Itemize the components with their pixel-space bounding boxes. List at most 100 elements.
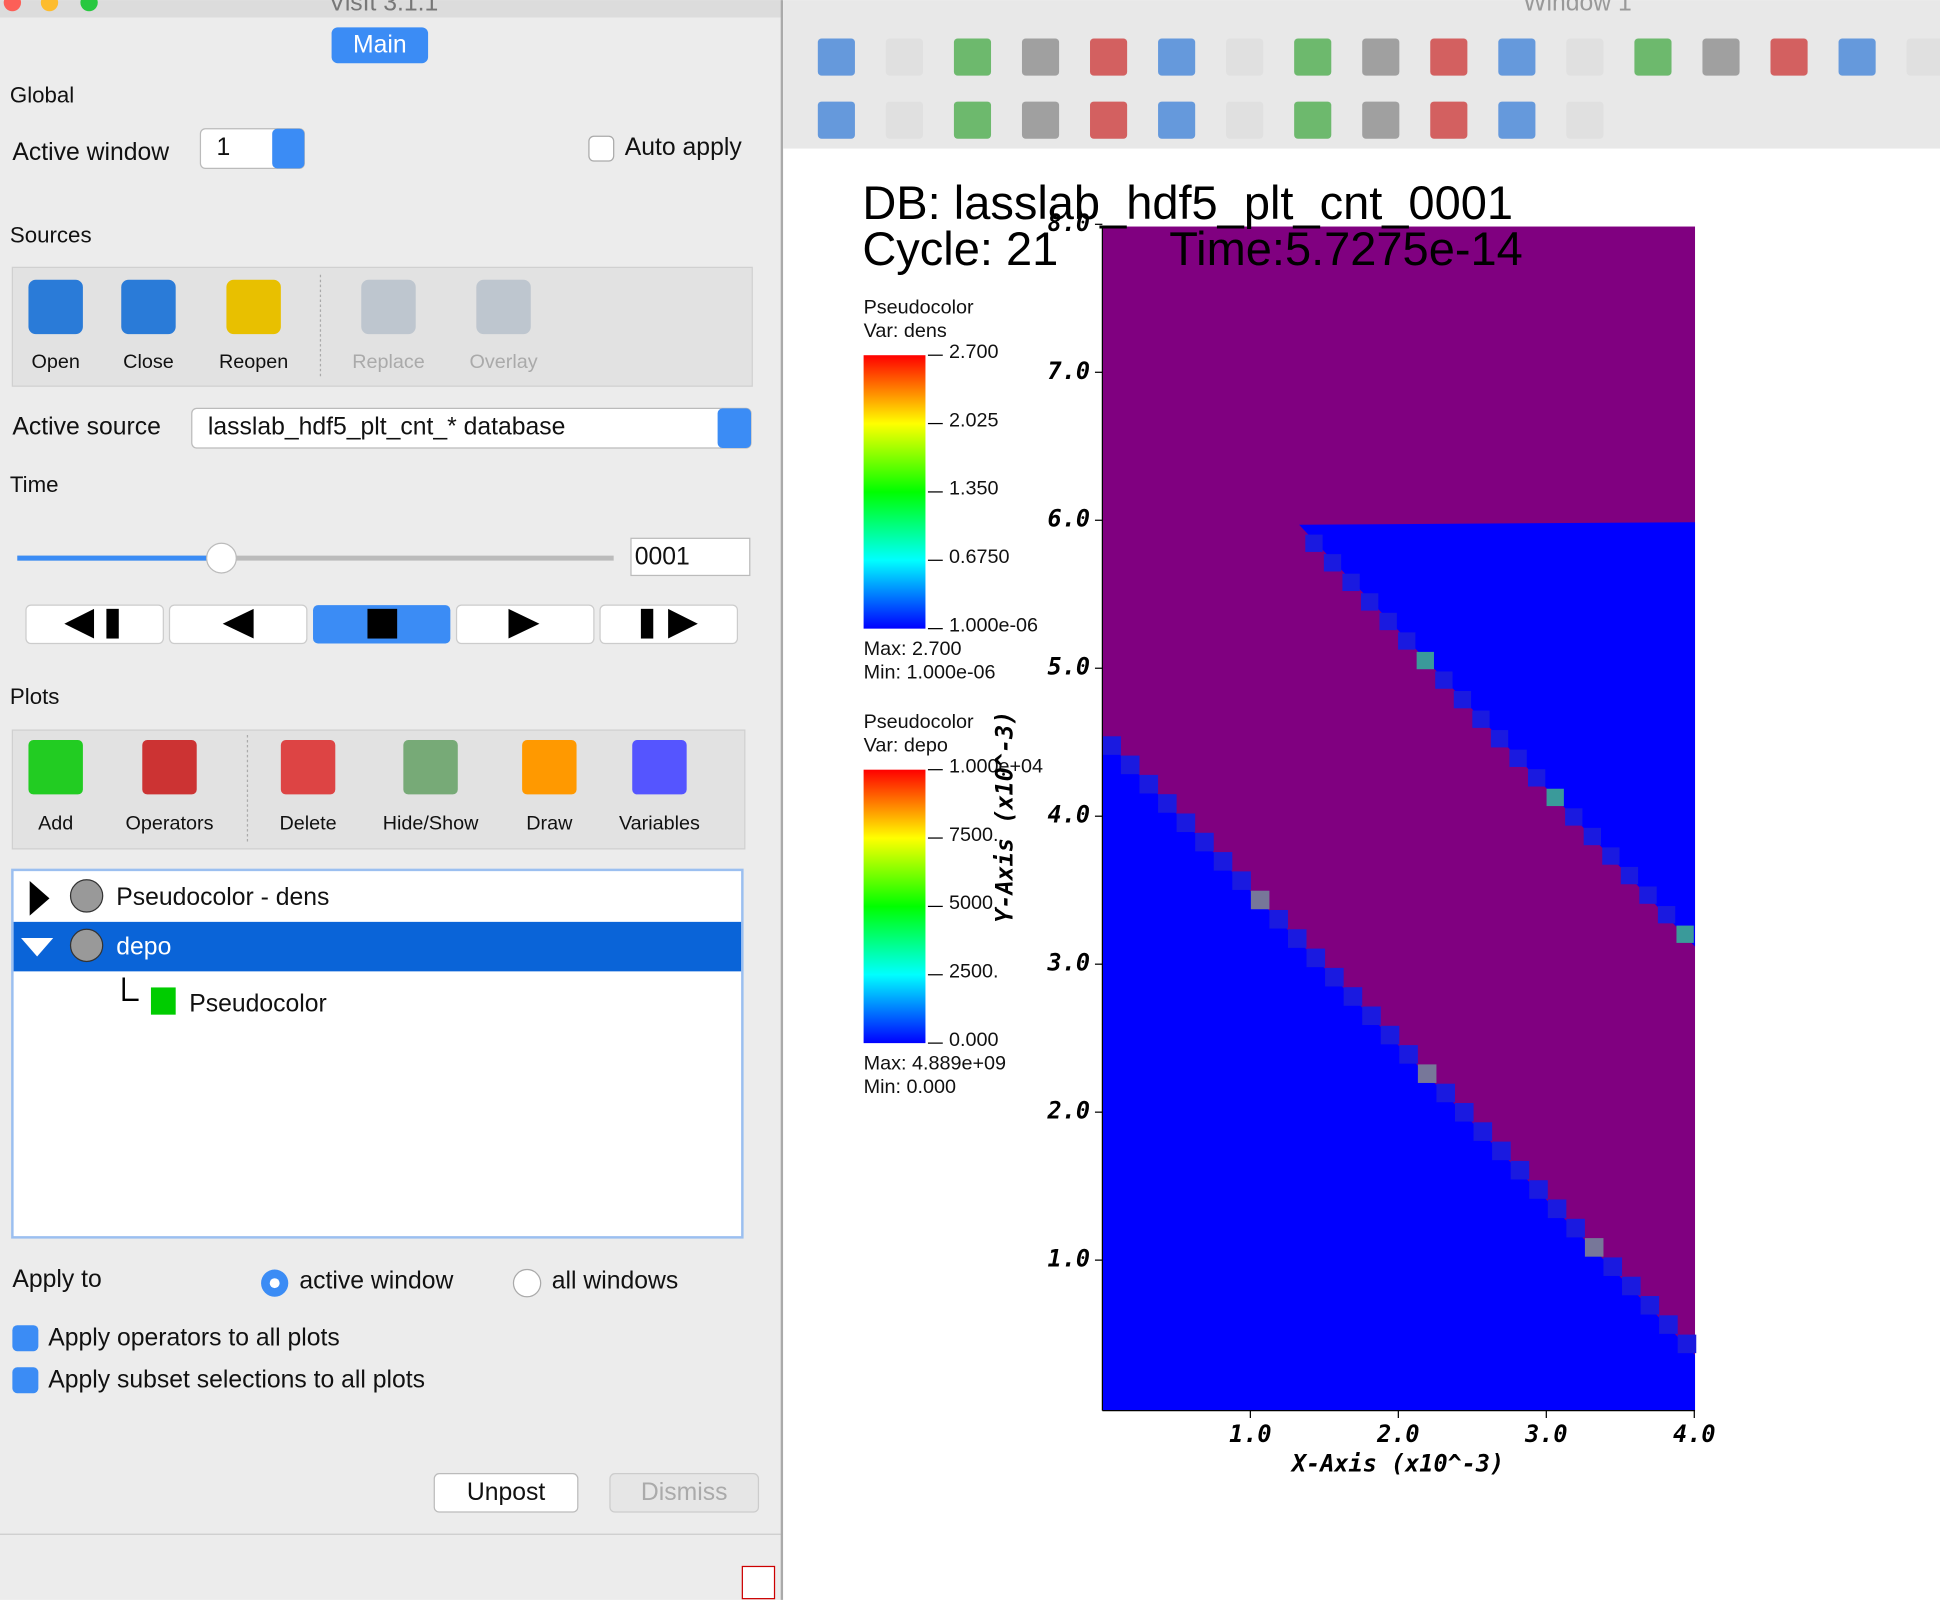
slider-handle[interactable] <box>206 542 237 574</box>
plot-item[interactable]: Pseudocolor <box>189 990 327 1017</box>
spin-arrows[interactable] <box>272 128 305 169</box>
y-tick-label: 3.0 <box>1047 949 1090 977</box>
tool-icon[interactable] <box>817 101 855 139</box>
checkbox[interactable] <box>588 135 615 162</box>
y-tick-label: 1.0 <box>1048 1245 1090 1273</box>
y-tick-label: 7.0 <box>1048 357 1090 385</box>
cell <box>1473 1122 1493 1141</box>
cell <box>1676 925 1694 943</box>
button-icon[interactable] <box>226 279 281 335</box>
radio-dot <box>269 1278 280 1289</box>
cell <box>1362 1006 1381 1026</box>
tool-icon[interactable] <box>1090 38 1128 76</box>
heading: Sources <box>10 222 92 247</box>
expander[interactable] <box>21 937 54 957</box>
tool-icon[interactable] <box>1158 101 1196 139</box>
button[interactable] <box>25 604 164 645</box>
tool-icon[interactable] <box>1906 38 1940 76</box>
colorbar <box>863 769 926 1044</box>
tool-icon[interactable] <box>953 38 992 76</box>
expander[interactable] <box>29 881 50 916</box>
tab[interactable] <box>331 27 429 64</box>
min-dot[interactable] <box>40 0 59 12</box>
dropdown-arrow[interactable] <box>717 408 752 449</box>
close-dot[interactable] <box>3 0 22 12</box>
tool-icon[interactable] <box>1021 101 1060 139</box>
tool-icon[interactable] <box>1770 38 1808 76</box>
legend-min: Min: 0.000 <box>864 1076 956 1098</box>
alert-icon[interactable] <box>741 1565 776 1600</box>
button-icon[interactable] <box>28 279 83 335</box>
tool-icon[interactable] <box>817 38 855 76</box>
cell <box>1455 1103 1474 1122</box>
tool-icon[interactable] <box>1294 101 1332 139</box>
checkbox[interactable] <box>12 1367 39 1394</box>
cell <box>1546 788 1564 807</box>
y-tick-label: 8.0 <box>1048 209 1090 237</box>
tool-icon[interactable] <box>1838 38 1876 76</box>
checkbox[interactable] <box>12 1325 39 1352</box>
db-label: DB: lasslab_hdf5_plt_cnt_0001 <box>862 176 1513 229</box>
cell <box>1232 871 1251 890</box>
cell <box>1416 651 1434 670</box>
cell <box>1547 1199 1567 1219</box>
tool-icon[interactable] <box>1430 101 1468 139</box>
cell <box>1250 890 1270 910</box>
tool-icon[interactable] <box>1226 101 1264 139</box>
plot-item[interactable]: depo <box>116 933 171 960</box>
radio[interactable] <box>512 1268 542 1298</box>
tool-icon[interactable] <box>1634 38 1672 76</box>
button-icon[interactable] <box>632 739 687 795</box>
time-label: Time:5.7275e-14 <box>1169 222 1523 275</box>
legend-label: 7500. <box>949 824 999 846</box>
cell <box>1527 769 1546 787</box>
tool-icon[interactable] <box>1430 38 1468 76</box>
tool-icon[interactable] <box>1566 101 1604 139</box>
tool-icon[interactable] <box>1498 38 1536 76</box>
tool-icon[interactable] <box>1158 38 1196 76</box>
time-field[interactable] <box>630 537 751 577</box>
window-title: Window 1 <box>1523 0 1632 16</box>
button-icon[interactable] <box>403 739 458 795</box>
button-icon[interactable] <box>522 739 577 795</box>
legend-title: Pseudocolor <box>864 711 974 733</box>
visibility-icon[interactable] <box>69 879 104 913</box>
tool-icon[interactable] <box>953 101 992 139</box>
cell <box>1120 755 1140 775</box>
button-icon[interactable] <box>121 279 176 335</box>
cell <box>1325 967 1344 987</box>
button-label: Variables <box>619 812 700 834</box>
colorbar <box>863 355 926 629</box>
label: Active window <box>12 139 169 166</box>
cell <box>1380 1025 1400 1045</box>
cell <box>1342 573 1360 592</box>
tool-icon[interactable] <box>1090 101 1128 139</box>
button-label: Reopen <box>219 351 288 373</box>
heading: Global <box>10 83 74 108</box>
tool-icon[interactable] <box>1498 101 1536 139</box>
tool-icon[interactable] <box>1362 101 1400 139</box>
legend-label: 1.350 <box>949 478 999 500</box>
tool-icon[interactable] <box>1294 38 1332 76</box>
button-icon[interactable] <box>28 739 83 795</box>
tool-icon[interactable] <box>1021 38 1060 76</box>
tool-icon[interactable] <box>1566 38 1604 76</box>
cell <box>1417 1064 1437 1083</box>
cell <box>1436 1083 1455 1103</box>
cycle-label: Cycle: 21 <box>862 222 1058 275</box>
button-icon[interactable] <box>142 739 197 795</box>
max-dot[interactable] <box>80 0 98 12</box>
tool-icon[interactable] <box>1362 38 1400 76</box>
tool-icon[interactable] <box>1702 38 1740 76</box>
tool-icon[interactable] <box>885 38 923 76</box>
tool-icon[interactable] <box>885 101 923 139</box>
visibility-icon[interactable] <box>69 928 104 963</box>
button-icon[interactable] <box>280 739 336 795</box>
toolbar <box>11 729 746 850</box>
button[interactable] <box>433 1473 579 1513</box>
legend-label: 0.000 <box>949 1029 999 1051</box>
button-label: Overlay <box>469 351 537 373</box>
selected-row <box>13 921 742 972</box>
tool-icon[interactable] <box>1226 38 1264 76</box>
plot-item[interactable]: Pseudocolor - dens <box>116 884 329 911</box>
